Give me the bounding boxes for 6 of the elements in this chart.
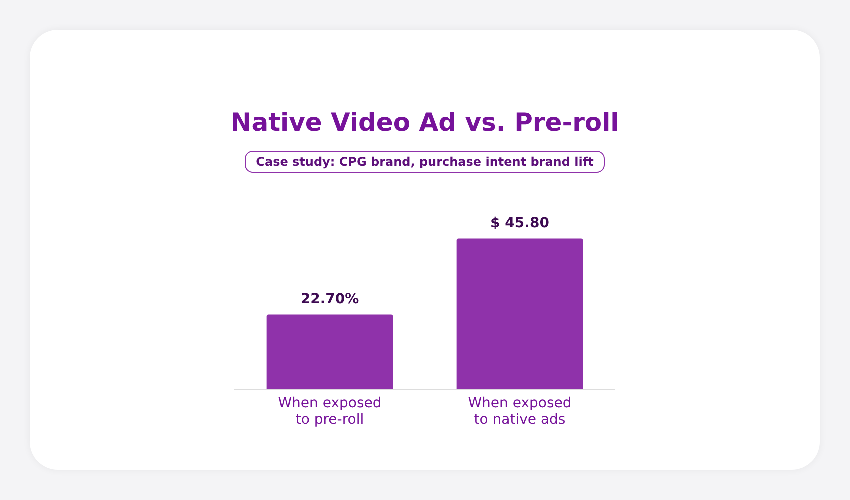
data-label: $ 45.80 bbox=[490, 215, 550, 232]
x-tick-label: When exposed to native ads bbox=[468, 395, 572, 428]
chart-title: Native Video Ad vs. Pre-roll bbox=[230, 108, 620, 137]
x-tick-label: When exposed to pre-roll bbox=[278, 395, 382, 428]
chart-subtitle: Case study: CPG brand, purchase intent brand lift bbox=[245, 151, 605, 173]
data-label: 22.70% bbox=[300, 291, 360, 308]
